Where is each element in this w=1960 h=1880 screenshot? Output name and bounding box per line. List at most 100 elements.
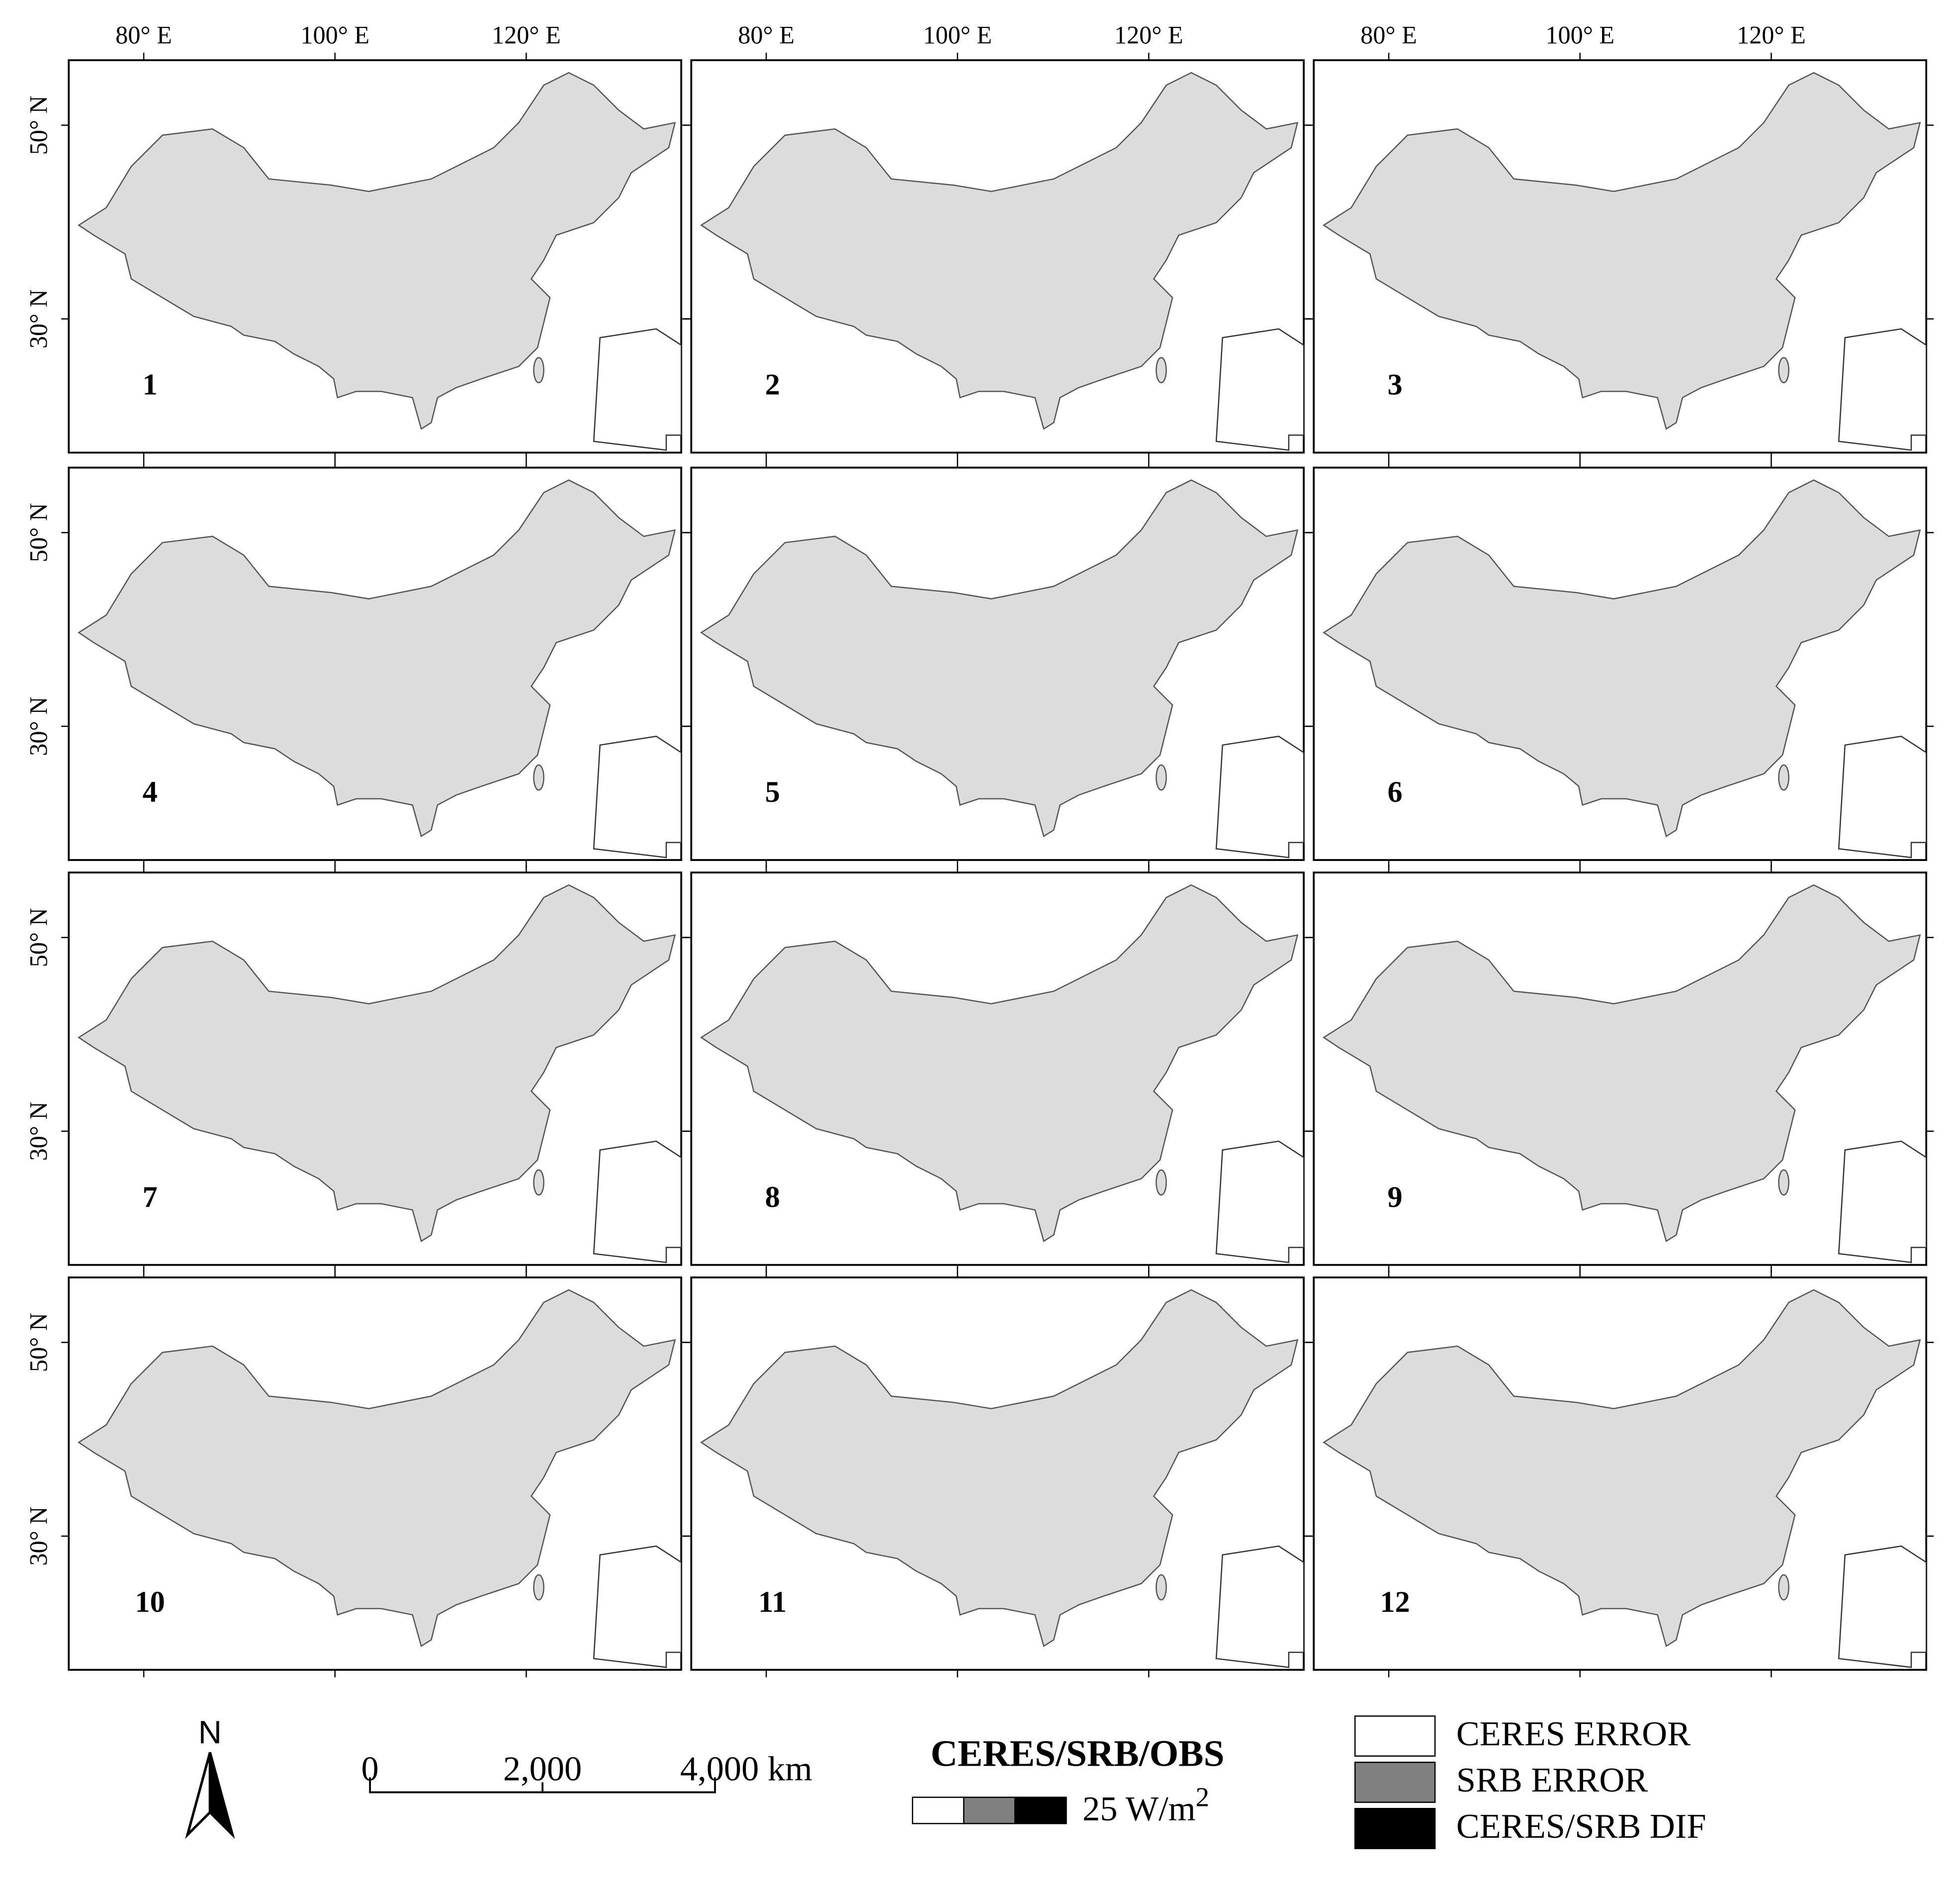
island — [1778, 357, 1789, 383]
panel-label: 5 — [765, 775, 780, 809]
inset-map — [1838, 1545, 1927, 1668]
country-outline — [78, 72, 676, 430]
island — [533, 1574, 544, 1601]
map-panel: 6 — [1306, 460, 1934, 868]
country-outline — [700, 1289, 1299, 1647]
map-panel: 3 80° E 100° E 120° E — [1306, 21, 1934, 460]
inset-map — [1215, 1140, 1305, 1264]
north-arrow: N — [185, 1714, 235, 1839]
legend-label: SRB ERROR — [1456, 1761, 1648, 1799]
legend-swatch — [1354, 1715, 1436, 1757]
island — [1778, 1169, 1789, 1196]
inset-map — [1838, 735, 1927, 858]
inset-map — [1215, 1545, 1305, 1668]
scale-swatch — [911, 1796, 965, 1824]
country-outline — [78, 479, 676, 838]
scale-bar: 0 2,000 4,000 km — [361, 1750, 812, 1794]
latitude-label: 30° N — [24, 1507, 52, 1566]
country-outline — [1323, 72, 1921, 430]
panel-label: 6 — [1388, 775, 1403, 809]
country-outline — [78, 1289, 676, 1647]
country-outline — [1323, 479, 1921, 838]
unit-sup: 2 — [1196, 1782, 1210, 1812]
scale-swatch — [1014, 1796, 1067, 1824]
longitude-label: 80° E — [115, 21, 172, 49]
north-arrow-right — [208, 1752, 235, 1839]
panel-label: 3 — [1388, 368, 1403, 402]
panel-label: 1 — [143, 368, 158, 402]
longitude-label: 100° E — [1545, 21, 1614, 49]
island — [1778, 764, 1789, 791]
inset-map — [1838, 1140, 1927, 1264]
scale-label: 0 — [361, 1750, 379, 1789]
map-panel: 10 50° N 30° N — [24, 1270, 689, 1678]
island — [1156, 1574, 1167, 1601]
island — [533, 357, 544, 383]
legend-unit: 25 W/m2 — [1082, 1782, 1209, 1828]
scale-label: 4,000 km — [680, 1750, 812, 1789]
inset-map — [593, 1545, 682, 1668]
legend-swatch — [1354, 1761, 1436, 1803]
north-label: N — [198, 1714, 222, 1750]
inset-map — [593, 1140, 682, 1264]
longitude-label: 120° E — [492, 21, 561, 49]
panels: 1 80° E 100° E 120° E 50° N 30° N 2 80° E 100° E… — [24, 21, 1934, 1678]
panel-label: 9 — [1388, 1181, 1403, 1214]
legend-title: CERES/SRB/OBS — [931, 1733, 1225, 1774]
island — [1156, 1169, 1167, 1196]
panel-label: 2 — [765, 368, 780, 402]
panel-label: 4 — [143, 775, 158, 809]
inset-map — [1215, 328, 1305, 451]
longitude-label: 120° E — [1737, 21, 1806, 49]
country-outline — [78, 884, 676, 1242]
scale-swatch — [963, 1796, 1016, 1824]
island — [533, 1169, 544, 1196]
country-outline — [1323, 1289, 1921, 1647]
map-panel: 12 — [1306, 1270, 1934, 1678]
legend-swatch — [1354, 1807, 1436, 1849]
map-panel: 4 50° N 30° N — [24, 460, 689, 868]
legend: CERES/SRB/OBS 25 W/m2 CERES ERROR SRB ERR… — [911, 1714, 1706, 1849]
island — [1156, 357, 1167, 383]
panel-label: 12 — [1380, 1585, 1410, 1619]
country-outline — [700, 479, 1299, 838]
panel-label: 7 — [143, 1181, 158, 1214]
latitude-label: 50° N — [24, 503, 52, 562]
longitude-label: 120° E — [1114, 21, 1183, 49]
longitude-label: 80° E — [1360, 21, 1417, 49]
island — [1156, 764, 1167, 791]
longitude-label: 80° E — [738, 21, 795, 49]
longitude-label: 100° E — [300, 21, 369, 49]
country-outline — [700, 72, 1299, 430]
unit: 25 W/m — [1082, 1790, 1195, 1828]
latitude-label: 50° N — [24, 908, 52, 967]
inset-map — [593, 735, 682, 858]
legend-label: CERES ERROR — [1456, 1714, 1691, 1753]
panel-label: 11 — [758, 1585, 787, 1619]
map-panel: 9 — [1306, 865, 1934, 1273]
map-panel: 7 50° N 30° N — [24, 865, 689, 1273]
island — [1778, 1574, 1789, 1601]
north-arrow-left — [185, 1752, 211, 1839]
map-panel: 5 — [684, 460, 1312, 868]
map-panel: 1 80° E 100° E 120° E 50° N 30° N — [24, 21, 689, 460]
panel-label: 10 — [135, 1585, 165, 1619]
legend-label: CERES/SRB DIF — [1456, 1807, 1706, 1846]
inset-map — [1215, 735, 1305, 858]
scale-label: 2,000 — [503, 1750, 582, 1789]
latitude-label: 50° N — [24, 1313, 52, 1372]
panel-label: 8 — [765, 1181, 780, 1214]
scale-line — [369, 1777, 716, 1794]
latitude-label: 30° N — [24, 1102, 52, 1161]
country-outline — [700, 884, 1299, 1242]
latitude-label: 50° N — [24, 95, 52, 155]
inset-map — [593, 328, 682, 451]
map-panel: 11 — [684, 1270, 1312, 1678]
inset-map — [1838, 328, 1927, 451]
map-panel: 8 — [684, 865, 1312, 1273]
island — [533, 764, 544, 791]
map-panel: 2 80° E 100° E 120° E — [684, 21, 1312, 460]
longitude-label: 100° E — [923, 21, 992, 49]
